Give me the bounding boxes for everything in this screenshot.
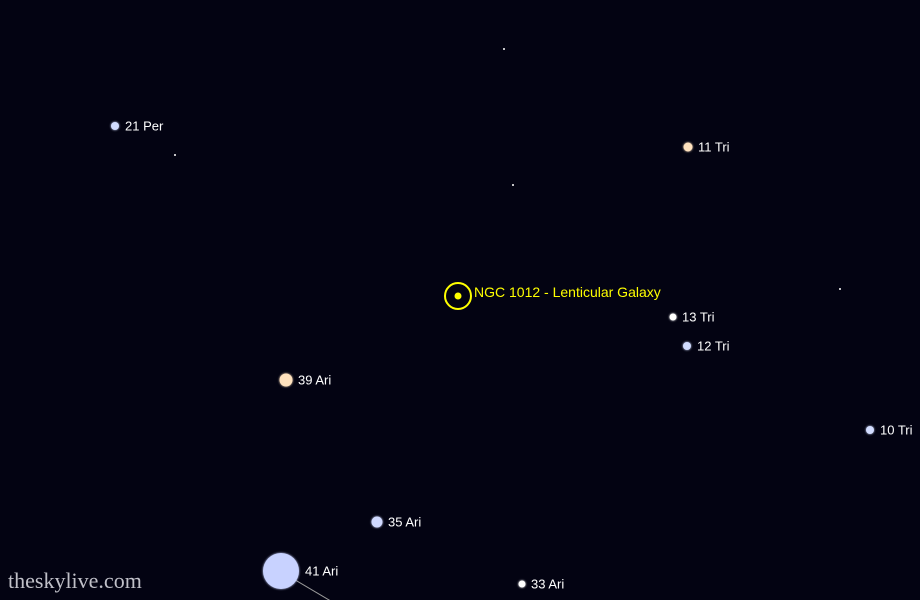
- target-dot: [455, 293, 462, 300]
- faint-star: [174, 154, 176, 156]
- star-chart: 21 Per 11 Tri 13 Tri 12 Tri 10 Tri 39 Ari 35 A…: [0, 0, 920, 600]
- star-label: 41 Ari: [305, 564, 338, 579]
- star-label: 35 Ari: [388, 515, 421, 530]
- star-label: 13 Tri: [682, 310, 715, 325]
- star-marker: [866, 426, 874, 434]
- star-label: 33 Ari: [531, 577, 564, 592]
- star-marker: [683, 342, 691, 350]
- star-label: 39 Ari: [298, 373, 331, 388]
- target-label: NGC 1012 - Lenticular Galaxy: [474, 284, 661, 300]
- faint-star: [503, 48, 505, 50]
- faint-star: [839, 288, 841, 290]
- star-marker: [111, 122, 119, 130]
- star-label: 10 Tri: [880, 423, 913, 438]
- star-marker: [519, 581, 526, 588]
- faint-star: [512, 184, 514, 186]
- star-marker: [280, 374, 293, 387]
- star-label: 11 Tri: [698, 140, 730, 155]
- star-marker: [372, 517, 383, 528]
- star-marker: [263, 553, 299, 589]
- star-marker: [670, 314, 677, 321]
- star-label: 21 Per: [125, 119, 163, 134]
- star-marker: [684, 143, 693, 152]
- star-label: 12 Tri: [697, 339, 730, 354]
- watermark-text: theskylive.com: [8, 568, 142, 594]
